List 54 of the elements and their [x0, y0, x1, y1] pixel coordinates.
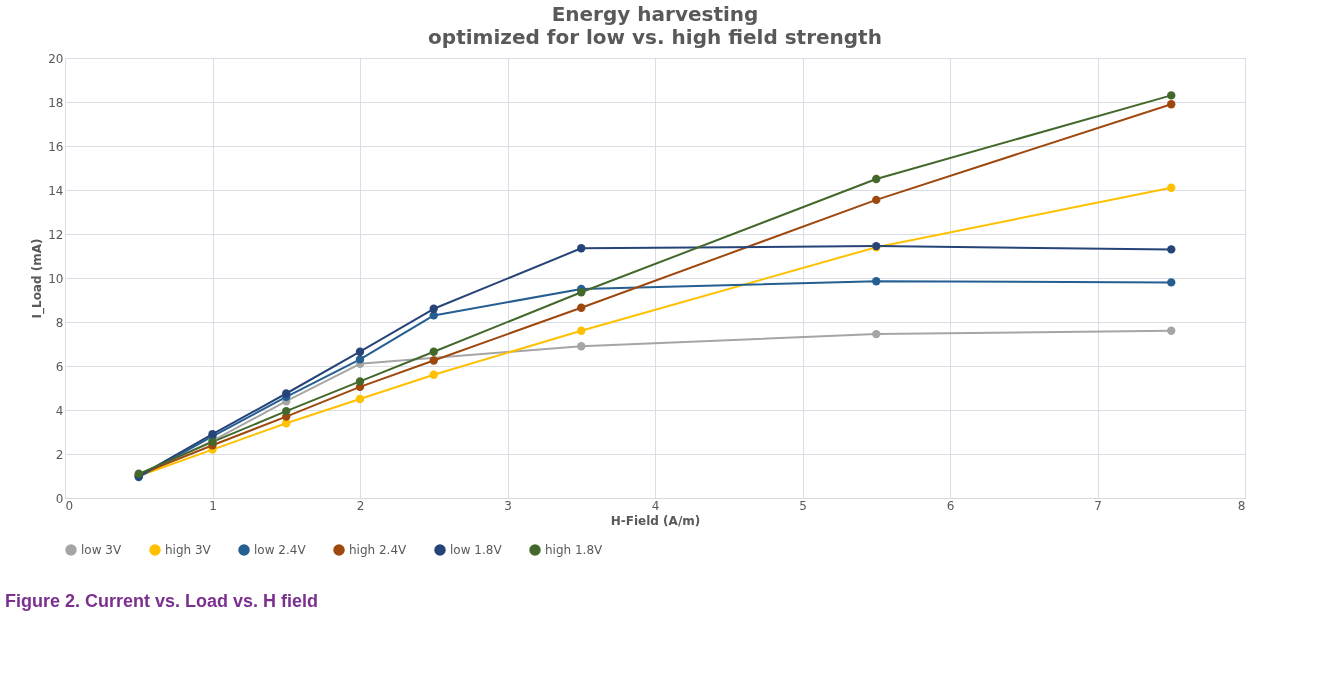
y-tick-label: 6 — [55, 359, 64, 374]
y-tick-label: 8 — [55, 315, 64, 330]
x-tick-label: 5 — [799, 498, 807, 513]
y-tick-label: 20 — [48, 51, 64, 66]
point — [355, 394, 365, 404]
y-tick-label: 4 — [55, 403, 64, 418]
point — [429, 304, 438, 313]
point — [429, 347, 438, 356]
point — [1167, 91, 1176, 100]
x-tick-label: 4 — [651, 498, 660, 513]
point — [577, 326, 586, 335]
y-tick-label: 16 — [48, 139, 64, 154]
x-tick-label: 8 — [1237, 498, 1246, 513]
point — [429, 370, 438, 379]
x-tick-label: 6 — [946, 498, 955, 513]
point — [577, 303, 586, 312]
point — [1167, 245, 1176, 254]
caption: Figure 2. Current vs. Load vs. H field — [5, 591, 319, 611]
legend-label: low 1.8V — [450, 543, 503, 557]
point — [282, 406, 291, 416]
x-tick-label: 7 — [1094, 498, 1102, 513]
point — [872, 174, 881, 184]
legend-label: high 2.4V — [349, 543, 408, 557]
x-tick-label: 2 — [356, 498, 365, 513]
y-tick-label: 2 — [55, 447, 64, 462]
point — [577, 288, 586, 297]
y-tick-label: 14 — [48, 183, 64, 198]
x-tick-label: 3 — [504, 498, 512, 513]
legend-label: high 1.8V — [545, 543, 604, 557]
point — [355, 355, 365, 364]
point — [429, 356, 438, 365]
x-tick-label: 0 — [65, 498, 74, 513]
y-tick-label: 12 — [48, 227, 64, 242]
point — [1167, 100, 1176, 109]
x-axis-title: H-Field (A/m) — [610, 513, 701, 528]
y-tick-label: 18 — [48, 95, 64, 110]
y-axis-title: I_Load (mA) — [30, 238, 46, 319]
y-tick-label: 10 — [48, 271, 64, 286]
point — [1167, 326, 1176, 335]
chart-subtitle: optimized for low vs. high field strength — [428, 25, 882, 49]
point — [1167, 183, 1176, 192]
point — [872, 329, 881, 339]
legend-label: high 3V — [165, 543, 212, 557]
legend-label: low 3V — [81, 543, 122, 557]
point — [355, 377, 365, 386]
point — [872, 277, 881, 286]
point — [577, 244, 586, 253]
point — [872, 195, 881, 205]
legend-label: low 2.4V — [254, 543, 307, 557]
point — [355, 347, 365, 356]
point — [577, 342, 586, 351]
x-tick-label: 1 — [209, 498, 217, 513]
chart-title: Energy harvesting — [551, 2, 759, 26]
point — [1167, 278, 1176, 287]
